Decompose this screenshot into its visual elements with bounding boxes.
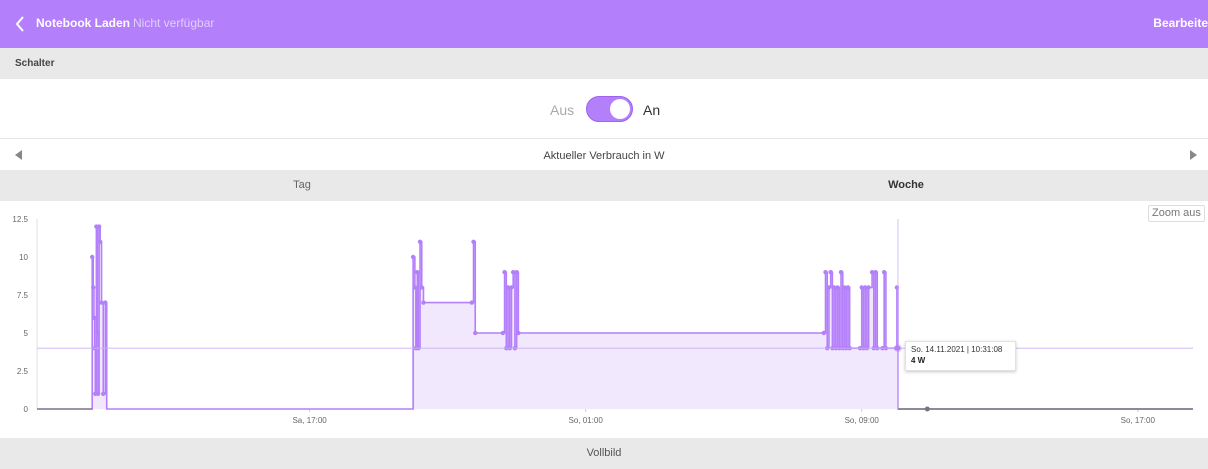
data-point [859,285,864,290]
triangle-right-icon[interactable] [1186,148,1200,162]
chart-container: 0 2.5 5 7.5 10 12.5 Sa, 17:00 So, 01:00 So, 09:0… [0,201,1208,438]
data-point [514,270,519,275]
data-point [873,270,878,275]
footer: Vollbild [0,438,1208,469]
data-point [842,285,847,290]
triangle-left-icon[interactable] [12,148,26,162]
power-chart[interactable]: 0 2.5 5 7.5 10 12.5 Sa, 17:00 So, 01:00 So, 09:0… [0,201,1208,438]
period-tabs: Tag Woche [0,170,1208,201]
end-marker [924,406,930,412]
data-point [103,300,108,305]
edit-button[interactable]: Bearbeite [1153,16,1208,30]
data-point [96,224,102,229]
app-header: Notebook Laden Nicht verfügbar Bearbeite [0,0,1208,48]
series-area [37,226,1193,409]
data-point [90,254,95,260]
y-tick-label: 10 [19,253,28,262]
zoom-reset-button[interactable]: Zoom aus [1148,205,1205,222]
data-point [823,270,828,275]
section-title: Schalter [15,58,55,69]
data-point [415,270,420,275]
data-point [95,330,100,336]
tab-week[interactable]: Woche [888,179,924,191]
section-header: Schalter [0,48,1208,79]
x-tick-label: So, 09:00 [845,416,880,425]
data-point [862,285,868,290]
y-tick-label: 12.5 [12,215,28,224]
data-point [511,270,516,275]
data-point [91,315,97,320]
data-point [509,285,514,290]
data-point [894,285,900,290]
switch-on-label: An [643,102,661,118]
y-tick-label: 2.5 [17,367,29,376]
tooltip-time: So. 14.11.2021 | 10:31:08 [911,345,1003,354]
data-point [828,270,833,275]
data-point [831,285,837,290]
y-tick-label: 0 [24,405,29,414]
hover-marker [895,345,901,351]
data-point [97,239,103,244]
data-point [410,254,416,260]
chart-navigation: Aktueller Verbrauch in W [0,140,1208,170]
chart-title: Aktueller Verbrauch in W [543,150,665,162]
data-point [91,285,96,290]
y-tick-label: 5 [24,329,29,338]
x-tick-label: So, 01:00 [569,416,604,425]
data-point [869,270,875,275]
data-point [471,239,476,244]
data-point [469,300,474,305]
data-point [516,330,521,336]
tab-day[interactable]: Tag [293,179,311,191]
data-point [473,330,478,336]
power-toggle[interactable] [586,96,633,122]
y-tick-label: 7.5 [17,291,29,300]
data-point [412,285,418,290]
data-point [502,270,507,275]
data-point [417,239,423,244]
app-title: Notebook Laden [36,16,131,30]
data-point [99,300,104,305]
device-status: Nicht verfügbar [133,16,215,30]
data-point [505,285,511,290]
data-point [500,330,506,336]
back-button[interactable] [10,12,32,36]
chart-tooltip: So. 14.11.2021 | 10:31:08 4 W [905,341,1016,371]
data-point [866,285,871,290]
switch-off-label: Aus [550,102,575,118]
tooltip-value: 4 W [911,356,926,365]
data-point [845,285,851,290]
chevron-left-icon [15,16,24,32]
data-point [821,330,826,336]
data-point [95,391,101,396]
data-point [826,285,832,290]
data-point [101,391,106,396]
x-tick-label: So, 17:00 [1121,416,1156,425]
data-point [881,270,887,275]
data-point [835,285,840,290]
x-tick-label: Sa, 17:00 [292,416,327,425]
data-point [421,300,426,305]
switch-row: Aus An [0,79,1208,139]
data-point [419,285,424,290]
toggle-knob [610,99,630,119]
fullscreen-button[interactable]: Vollbild [586,447,622,459]
data-point [838,270,844,275]
